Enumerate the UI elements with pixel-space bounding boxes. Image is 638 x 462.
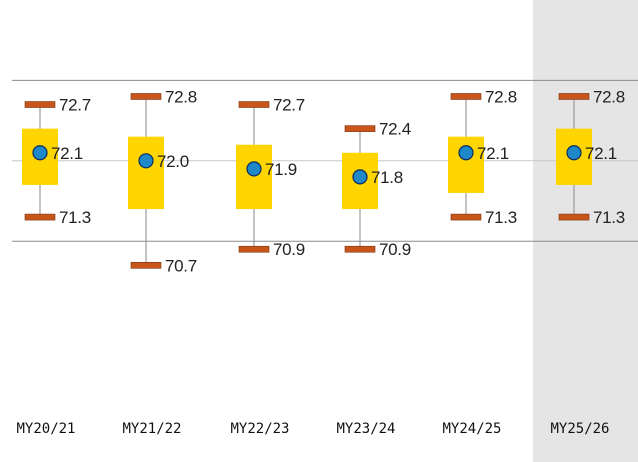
min-cap — [24, 213, 56, 221]
box-item-my23-24: 72.4 71.8 70.9 — [342, 120, 411, 259]
mid-marker — [32, 145, 48, 161]
max-label: 72.8 — [485, 87, 517, 106]
max-cap — [238, 101, 270, 108]
max-cap — [558, 93, 590, 100]
box-series: 72.772.171.372.872.070.772.771.970.972.4… — [22, 87, 625, 275]
min-label: 70.9 — [379, 240, 411, 259]
box-range — [236, 144, 272, 210]
mid-label: 72.1 — [585, 144, 617, 163]
mid-label: 72.0 — [157, 152, 189, 171]
mid-label: 71.8 — [371, 168, 403, 187]
max-label: 72.8 — [593, 87, 625, 106]
box-item-my20-21: 72.7 72.1 71.3 — [22, 96, 91, 227]
category-label: MY20/21 — [16, 421, 75, 437]
max-label: 72.7 — [59, 96, 91, 115]
min-cap — [450, 213, 482, 221]
reference-lines — [12, 79, 638, 242]
mid-marker — [138, 153, 154, 169]
max-cap — [130, 93, 162, 100]
mid-label: 72.1 — [477, 144, 509, 163]
box-item-my21-22: 72.8 72.0 70.7 — [128, 87, 197, 275]
box-item-my22-23: 72.7 71.9 70.9 — [236, 96, 305, 259]
box-item-my25-26: 72.8 72.1 71.3 — [556, 87, 625, 227]
mid-label: 72.1 — [51, 144, 83, 163]
mid-marker — [352, 169, 368, 185]
category-label: MY23/24 — [336, 421, 395, 437]
min-label: 70.9 — [273, 240, 305, 259]
min-cap — [344, 245, 376, 253]
category-label: MY21/22 — [122, 421, 181, 437]
max-label: 72.4 — [379, 120, 411, 139]
max-cap — [450, 93, 482, 100]
highlight-column-background — [533, 0, 638, 462]
category-label: MY22/23 — [230, 421, 289, 437]
box-item-my24-25: 72.8 72.1 71.3 — [448, 87, 517, 227]
min-cap — [558, 213, 590, 221]
max-label: 72.7 — [273, 96, 305, 115]
min-label: 71.3 — [485, 208, 517, 227]
min-label: 70.7 — [165, 256, 197, 275]
mid-label: 71.9 — [265, 160, 297, 179]
max-label: 72.8 — [165, 87, 197, 106]
mid-marker — [566, 145, 582, 161]
min-cap — [238, 245, 270, 253]
category-label: MY25/26 — [550, 421, 609, 437]
box-range — [128, 136, 164, 210]
mid-marker — [458, 145, 474, 161]
category-label: MY24/25 — [442, 421, 501, 437]
mid-marker — [246, 161, 262, 177]
max-cap — [344, 125, 376, 132]
min-cap — [130, 262, 162, 269]
min-label: 71.3 — [59, 208, 91, 227]
max-cap — [24, 101, 56, 108]
min-label: 71.3 — [593, 208, 625, 227]
category-labels: MY20/21 MY21/22 MY22/23 MY23/24 MY24/25 MY25/… — [16, 421, 609, 437]
